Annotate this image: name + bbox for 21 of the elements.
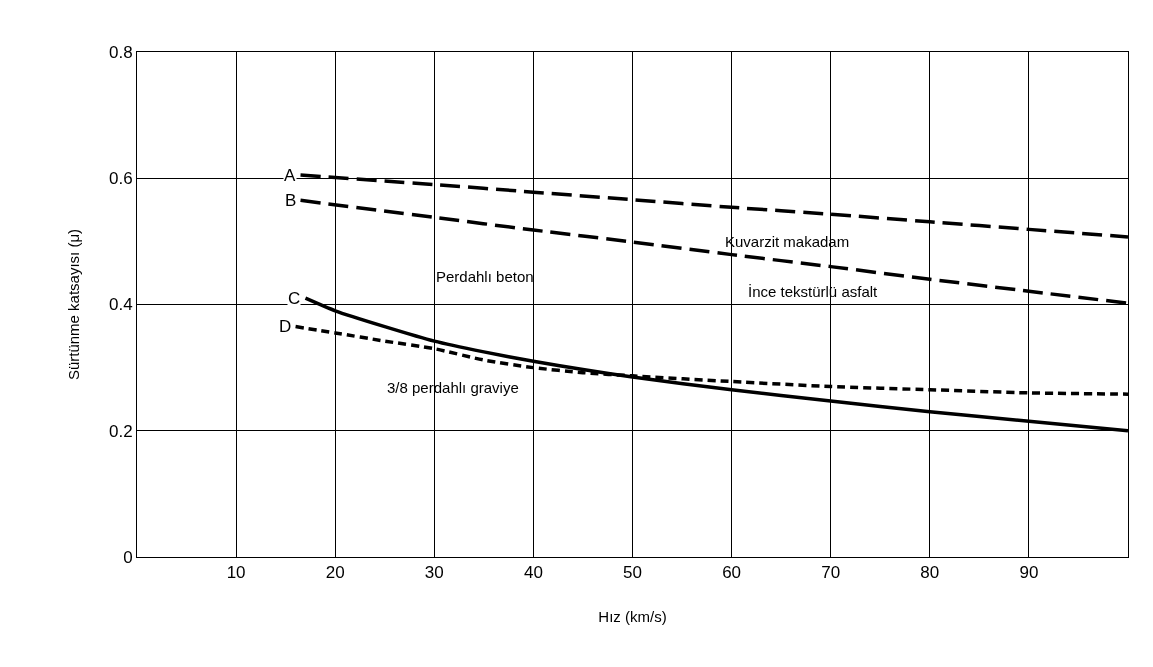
x-tick-label: 60 [722,563,742,583]
y-tick-label: 0 [123,547,133,567]
x-tick-label: 90 [1019,563,1039,583]
series-label: A [284,166,296,185]
series-label: D [279,317,292,336]
y-axis-title: Sürtünme katsayısı (μ) [65,228,83,381]
x-axis-title: Hız (km/s) [598,608,667,626]
x-tick-label: 70 [821,563,841,583]
x-tick-label: 30 [424,563,444,583]
y-tick-label: 0.8 [108,42,133,62]
x-tick-label: 10 [226,563,246,583]
y-tick-label: 0.4 [108,295,133,315]
y-tick-label: 0.6 [108,169,133,189]
series-label: B [285,191,297,210]
x-tick-label: 80 [920,563,940,583]
annotation: Perdahlı beton [436,268,534,285]
series-label: C [288,289,301,308]
x-tick-label: 40 [523,563,543,583]
x-tick-label: 50 [623,563,642,583]
x-tick-label: 20 [325,563,345,583]
y-tick-label: 0.2 [108,421,133,441]
